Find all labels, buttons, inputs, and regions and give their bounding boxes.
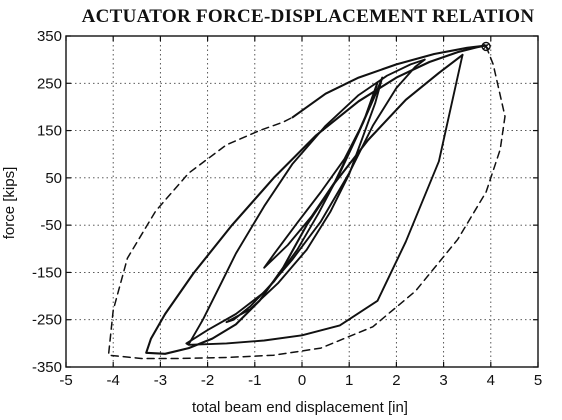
y-tick-label: -250: [32, 312, 62, 329]
y-tick-label: 350: [37, 28, 62, 45]
y-tick-label: -150: [32, 264, 62, 281]
hysteresis-loop-line: [291, 44, 488, 119]
hysteresis-loop-line: [225, 76, 384, 324]
y-tick-label: 150: [37, 123, 62, 140]
chart-title: ACTUATOR FORCE-DISPLACEMENT RELATION: [82, 6, 535, 27]
y-axis-label: force [kips]: [1, 167, 18, 240]
x-tick-label: -5: [59, 372, 72, 389]
label-layer: -5 -4 -3 -2 -1 0 1 2 3 4 5 -350 -250 -150 -50 50 150 250 3…: [32, 28, 542, 389]
peak-marker-cross: [482, 42, 490, 50]
x-tick-label: -3: [154, 372, 167, 389]
x-axis-label: total beam end displacement [in]: [192, 399, 408, 416]
x-tick-label: -1: [248, 372, 261, 389]
hysteresis-loop-line: [263, 81, 379, 269]
series-layer: [107, 41, 506, 360]
y-tick-label: 50: [45, 170, 62, 187]
x-tick-label: 1: [345, 372, 353, 389]
y-tick-label: -50: [40, 217, 62, 234]
x-tick-label: -4: [107, 372, 120, 389]
peak-marker: [481, 41, 491, 52]
x-tick-label: 5: [534, 372, 542, 389]
x-tick-label: 2: [392, 372, 400, 389]
grid-layer: [66, 36, 538, 367]
hysteresis-loop-line: [187, 58, 426, 346]
x-tick-label: -2: [201, 372, 214, 389]
peak-marker-circle: [481, 41, 491, 52]
tick-layer: [65, 35, 539, 368]
x-tick-label: 0: [298, 372, 306, 389]
x-tick-label: 4: [487, 372, 495, 389]
y-tick-label: -350: [32, 359, 62, 376]
y-tick-label: 250: [37, 75, 62, 92]
hysteresis-loop-line: [185, 53, 464, 346]
x-tick-label: 3: [439, 372, 447, 389]
